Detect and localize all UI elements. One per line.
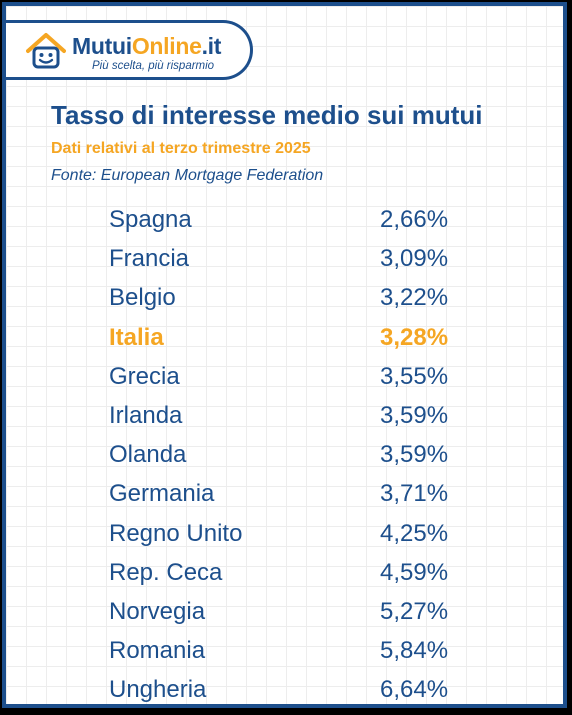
country-label: Belgio: [109, 284, 176, 312]
brand-tagline: Più scelta, più risparmio: [92, 60, 215, 72]
country-label: Rep. Ceca: [109, 558, 223, 586]
country-label: Norvegia: [109, 598, 206, 625]
rate-value: 5,84%: [380, 637, 449, 665]
rate-value: 5,27%: [380, 598, 449, 625]
table-row: Olanda 3,59%: [6, 434, 563, 473]
data-source: Fonte: European Mortgage Federation: [51, 167, 324, 184]
logo-badge[interactable]: MutuiOnline.it Più scelta, più risparmio: [6, 20, 253, 80]
brand-main: Mutui: [72, 33, 132, 59]
rate-value: 3,71%: [380, 480, 449, 508]
table-row: Germania 3,71%: [6, 473, 563, 512]
country-label: Spagna: [109, 206, 192, 233]
country-label: Francia: [109, 245, 190, 273]
country-label: Olanda: [109, 441, 187, 469]
country-label: Ungheria: [109, 676, 207, 704]
table-row: Regno Unito 4,25%: [6, 513, 563, 552]
country-label: Italia: [109, 323, 164, 351]
brand-name: MutuiOnline.it: [72, 33, 221, 60]
rate-value: 4,25%: [380, 519, 449, 547]
country-label: Regno Unito: [109, 519, 243, 547]
table-row: Francia 3,09%: [6, 238, 563, 277]
table-row: Rep. Ceca 4,59%: [6, 552, 563, 591]
rate-value: 6,64%: [380, 676, 449, 704]
brand-accent: Online: [131, 33, 202, 59]
rate-value: 3,28%: [380, 323, 449, 351]
infographic-card: MutuiOnline.it Più scelta, più risparmio…: [2, 2, 567, 708]
table-row: Irlanda 3,59%: [6, 395, 563, 434]
brand-suffix: .it: [201, 33, 222, 59]
rate-value: 3,22%: [380, 284, 449, 312]
country-label: Germania: [109, 480, 215, 508]
country-label: Grecia: [109, 362, 180, 390]
table-row: Ungheria 6,64%: [6, 669, 563, 704]
rate-value: 2,66%: [380, 206, 449, 233]
page-title: Tasso di interesse medio sui mutui: [51, 100, 483, 130]
country-label: Romania: [109, 637, 206, 665]
rate-value: 4,59%: [380, 558, 449, 586]
table-row: Norvegia 5,27%: [6, 591, 563, 630]
table-row: Italia 3,28%: [6, 317, 563, 356]
house-smiley-icon: [26, 33, 66, 69]
rate-value: 3,59%: [380, 441, 449, 469]
page-subtitle: Dati relativi al terzo trimestre 2025: [51, 140, 311, 157]
table-row: Spagna 2,66%: [6, 199, 563, 238]
rate-value: 3,55%: [380, 362, 449, 390]
rate-value: 3,09%: [380, 245, 449, 273]
table-row: Grecia 3,55%: [6, 356, 563, 395]
country-label: Irlanda: [109, 402, 183, 429]
table-row: Belgio 3,22%: [6, 277, 563, 316]
table-row: Romania 5,84%: [6, 630, 563, 669]
rate-value: 3,59%: [380, 402, 449, 429]
